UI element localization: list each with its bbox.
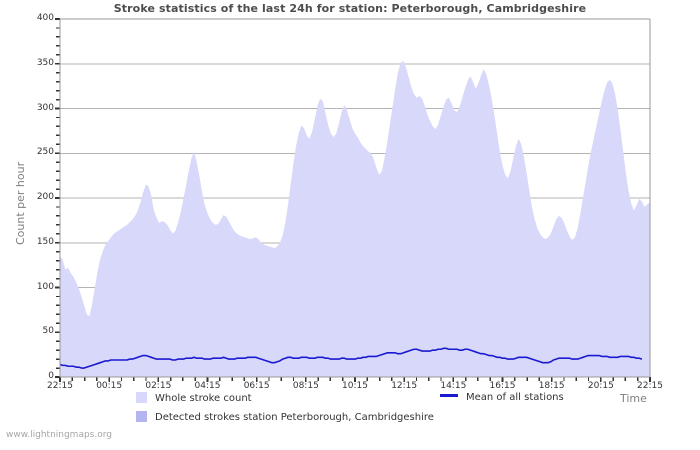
x-tick-label: 02:15 [145, 381, 172, 391]
chart-title: Stroke statistics of the last 24h for st… [113, 2, 587, 15]
y-tick-label: 350 [36, 57, 54, 68]
x-tick-label: 16:15 [489, 381, 516, 391]
y-tick-label: 400 [36, 13, 54, 23]
x-tick-label: 14:15 [440, 381, 467, 391]
y-tick-label: 250 [36, 147, 54, 158]
x-tick-label: 20:15 [587, 381, 614, 391]
legend-label-whole-stroke-count: Whole stroke count [155, 393, 252, 404]
y-tick-label: 50 [42, 326, 54, 337]
y-tick-label: 300 [36, 102, 54, 113]
series-area-whole-stroke-count [60, 61, 650, 378]
y-tick-label: 200 [36, 192, 54, 202]
watermark-lightningmaps: www.lightningmaps.org [6, 430, 112, 440]
x-tick-label: 06:15 [243, 381, 270, 391]
x-tick-label: 22:15 [47, 381, 73, 391]
y-tick-label: 100 [36, 281, 54, 292]
y-tick-label: 0 [48, 371, 54, 381]
legend-line-mean-of-all-stations [440, 394, 458, 397]
x-tick-label: 04:15 [194, 381, 221, 391]
series-line-mean-of-all-stations [59, 347, 643, 369]
legend-item-mean-of-all-stations: Mean of all stations [440, 392, 564, 403]
y-axis-tick-labels: 400 350 300 250 200 150 100 50 0 [22, 0, 54, 450]
x-tick-label: 08:15 [292, 381, 319, 391]
x-tick-label: 12:15 [391, 381, 418, 391]
plot-frame [59, 18, 651, 378]
legend-swatch-detected-strokes-station [136, 411, 147, 422]
legend-item-detected-strokes-station: Detected strokes station Peterborough, C… [136, 411, 434, 423]
legend-swatch-whole-stroke-count [136, 392, 147, 403]
minor-tick-marks [55, 18, 651, 382]
y-tick-label: 150 [36, 236, 54, 247]
x-tick-label: 10:15 [342, 381, 368, 391]
x-axis-title: Time [620, 392, 647, 405]
x-tick-label: 18:15 [538, 381, 565, 391]
legend-label-mean-of-all-stations: Mean of all stations [466, 392, 564, 403]
x-tick-label: 00:15 [96, 381, 123, 391]
legend-item-whole-stroke-count: Whole stroke count [136, 392, 252, 404]
x-tick-label: 22:15 [637, 381, 663, 391]
legend-label-detected-strokes-station: Detected strokes station Peterborough, C… [155, 412, 434, 423]
